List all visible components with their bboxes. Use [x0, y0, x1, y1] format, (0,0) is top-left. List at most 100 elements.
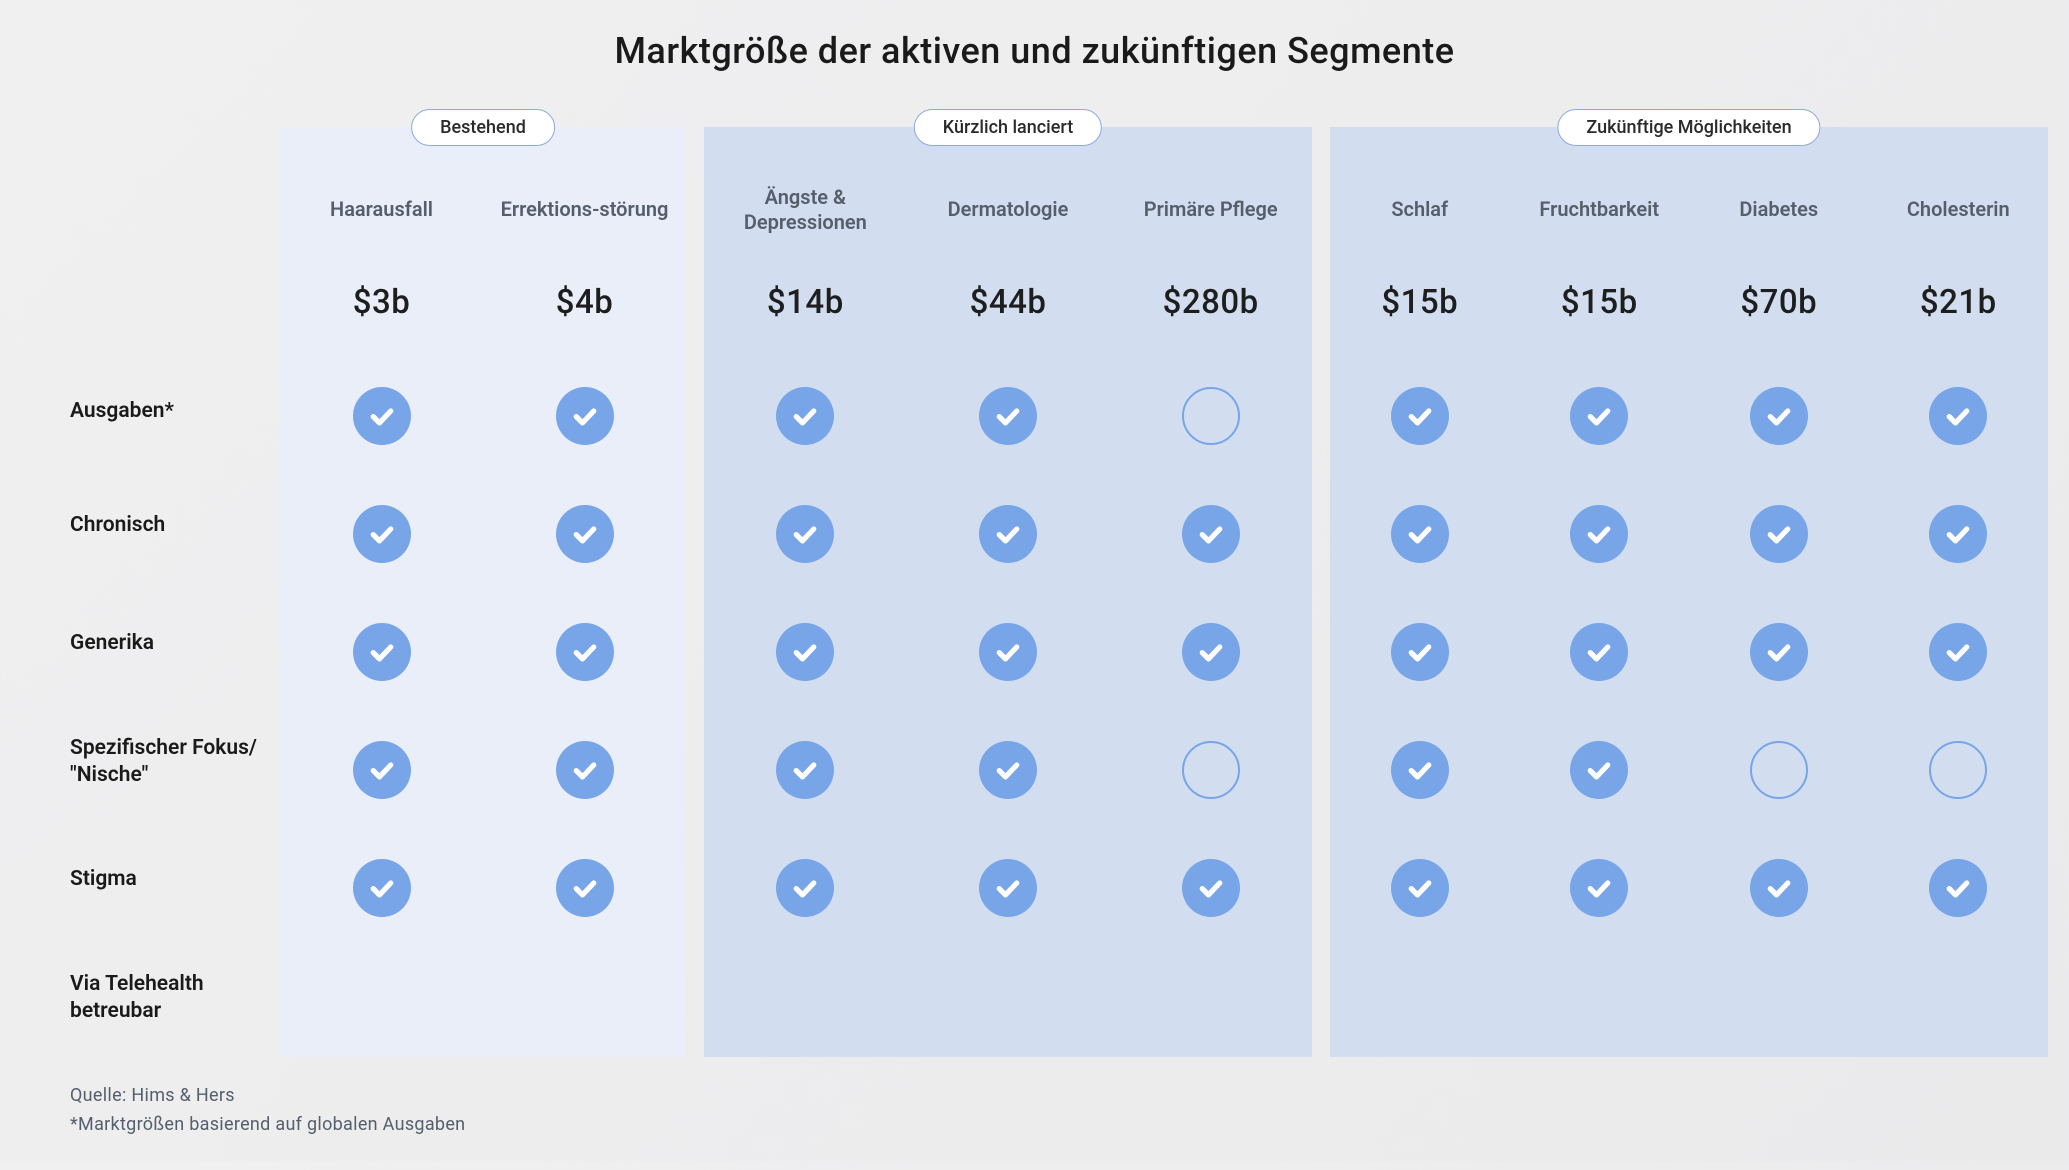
table-cell — [1570, 829, 1628, 947]
table-cell — [1391, 357, 1449, 475]
group-2: Kürzlich lanciertÄngste & Depressionen$1… — [704, 127, 1312, 1057]
check-icon — [776, 505, 834, 563]
column: Haarausfall$3b — [280, 127, 483, 1057]
check-icon — [979, 741, 1037, 799]
table-cell — [353, 711, 411, 829]
empty-circle-icon — [1182, 741, 1240, 799]
row-labels-column: Ausgaben* Chronisch Generika Spezifische… — [70, 127, 280, 1057]
table-cell — [979, 829, 1037, 947]
spend-value: $15b — [1561, 247, 1638, 357]
table-cell — [1750, 711, 1808, 829]
table-cell — [1182, 593, 1240, 711]
spend-value: $44b — [970, 247, 1047, 357]
check-icon — [1570, 859, 1628, 917]
table-cell — [556, 711, 614, 829]
check-icon — [353, 859, 411, 917]
check-icon — [1391, 623, 1449, 681]
table-cell — [1750, 475, 1808, 593]
check-icon — [776, 387, 834, 445]
table-cell — [776, 357, 834, 475]
row-label-niche: Spezifischer Fokus/ "Nische" — [70, 703, 280, 821]
table-cell — [776, 829, 834, 947]
table-cell — [1182, 357, 1240, 475]
check-icon — [556, 505, 614, 563]
table-cell — [1182, 711, 1240, 829]
page-title: Marktgröße der aktiven und zukünftigen S… — [70, 30, 1999, 72]
check-icon — [1391, 859, 1449, 917]
table-cell — [1391, 711, 1449, 829]
check-icon — [556, 741, 614, 799]
row-label-chronic: Chronisch — [70, 467, 280, 585]
table-cell — [1570, 711, 1628, 829]
group-chip: Kürzlich lanciert — [914, 109, 1102, 146]
check-icon — [353, 623, 411, 681]
spend-value: $280b — [1163, 247, 1259, 357]
spend-value: $14b — [767, 247, 844, 357]
check-icon — [1929, 505, 1987, 563]
table-cell — [1391, 593, 1449, 711]
column-header: Ängste & Depressionen — [704, 127, 907, 247]
column: Primäre Pflege$280b — [1109, 127, 1312, 1057]
row-label-spend: Ausgaben* — [70, 357, 280, 467]
check-icon — [1929, 859, 1987, 917]
empty-circle-icon — [1929, 741, 1987, 799]
group-chip: Bestehend — [411, 109, 555, 146]
footnote-method: *Marktgrößen basierend auf globalen Ausg… — [70, 1111, 1999, 1140]
table-cell — [556, 829, 614, 947]
column: Cholesterin$21b — [1869, 127, 2049, 1057]
check-icon — [1929, 387, 1987, 445]
check-icon — [1570, 623, 1628, 681]
columns: Haarausfall$3bErrektions-störung$4b — [280, 127, 686, 1057]
check-icon — [1182, 859, 1240, 917]
check-icon — [979, 623, 1037, 681]
table-cell — [353, 357, 411, 475]
table-cell — [1929, 593, 1987, 711]
check-icon — [776, 741, 834, 799]
table-cell — [1750, 357, 1808, 475]
group-1: BestehendHaarausfall$3bErrektions-störun… — [280, 127, 686, 1057]
table-cell — [1570, 475, 1628, 593]
group-chip: Zukünftige Möglichkeiten — [1557, 109, 1820, 146]
check-icon — [979, 505, 1037, 563]
columns: Ängste & Depressionen$14bDermatologie$44… — [704, 127, 1312, 1057]
check-icon — [1391, 387, 1449, 445]
check-icon — [1391, 505, 1449, 563]
column: Errektions-störung$4b — [483, 127, 686, 1057]
column: Diabetes$70b — [1689, 127, 1869, 1057]
column: Fruchtbarkeit$15b — [1510, 127, 1690, 1057]
table-cell — [776, 711, 834, 829]
table-cell — [353, 829, 411, 947]
spend-value: $3b — [353, 247, 411, 357]
table-cell — [979, 475, 1037, 593]
group-3: Zukünftige MöglichkeitenSchlaf$15bFrucht… — [1330, 127, 2048, 1057]
table-cell — [1929, 357, 1987, 475]
table-cell — [1182, 829, 1240, 947]
table-cell — [556, 593, 614, 711]
footnote-source: Quelle: Hims & Hers — [70, 1082, 1999, 1111]
check-icon — [1182, 505, 1240, 563]
table-cell — [353, 475, 411, 593]
column: Ängste & Depressionen$14b — [704, 127, 907, 1057]
page: Marktgröße der aktiven und zukünftigen S… — [0, 0, 2069, 1170]
check-icon — [1391, 741, 1449, 799]
table-cell — [979, 711, 1037, 829]
column-header: Primäre Pflege — [1136, 127, 1286, 247]
check-icon — [556, 623, 614, 681]
spend-value: $4b — [556, 247, 614, 357]
table-cell — [776, 593, 834, 711]
check-icon — [979, 387, 1037, 445]
check-icon — [776, 623, 834, 681]
check-icon — [1570, 387, 1628, 445]
footnotes: Quelle: Hims & Hers *Marktgrößen basiere… — [70, 1082, 1999, 1140]
check-icon — [1750, 623, 1808, 681]
columns: Schlaf$15bFruchtbarkeit$15bDiabetes$70bC… — [1330, 127, 2048, 1057]
empty-circle-icon — [1750, 741, 1808, 799]
table-cell — [353, 593, 411, 711]
row-label-stigma: Stigma — [70, 821, 280, 939]
spend-value: $21b — [1920, 247, 1997, 357]
spend-value: $15b — [1381, 247, 1458, 357]
table-cell — [1391, 475, 1449, 593]
check-icon — [353, 741, 411, 799]
table-cell — [979, 593, 1037, 711]
column: Dermatologie$44b — [907, 127, 1110, 1057]
